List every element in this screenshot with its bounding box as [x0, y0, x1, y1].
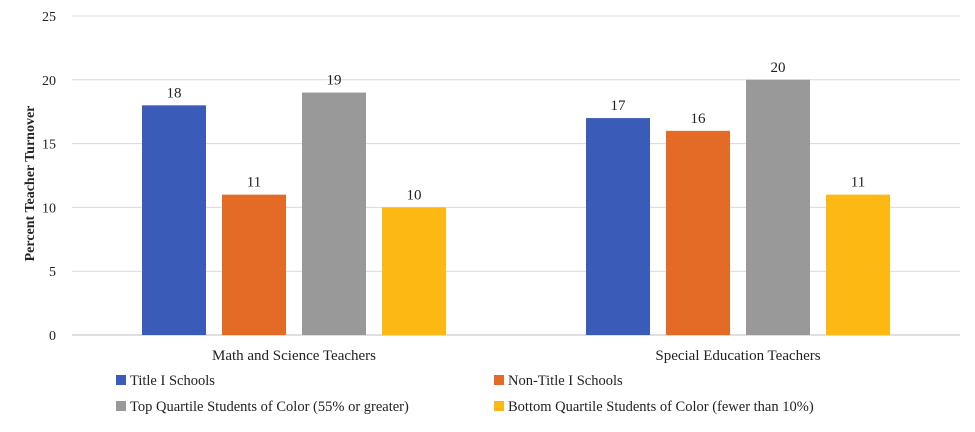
data-label: 11 [247, 175, 261, 191]
legend: Title I Schools Non-Title I Schools Top Qu… [116, 373, 814, 415]
legend-item: Title I Schools [116, 373, 215, 389]
legend-label: Non-Title I Schools [508, 373, 623, 389]
bar-4-2 [826, 194, 890, 335]
bar-2-1 [222, 194, 286, 335]
data-label: 11 [851, 175, 865, 191]
bars [142, 79, 890, 335]
data-label: 19 [327, 73, 342, 89]
bar-3-2 [746, 79, 810, 335]
bar-1-2 [586, 118, 650, 335]
bar-1-1 [142, 105, 206, 335]
x-category-label: Math and Science Teachers [212, 348, 376, 364]
gridlines [72, 15, 960, 336]
legend-item: Bottom Quartile Students of Color (fewer… [494, 399, 814, 415]
x-category-label: Special Education Teachers [655, 348, 820, 364]
bar-3-1 [302, 92, 366, 335]
bar-4-1 [382, 207, 446, 335]
y-tick-label: 0 [49, 329, 56, 344]
y-tick-label: 15 [42, 138, 56, 153]
legend-swatch [494, 401, 504, 411]
data-labels: 18 11 19 10 17 16 20 11 [167, 60, 866, 204]
data-label: 17 [611, 98, 627, 114]
y-tick-label: 25 [42, 10, 56, 25]
bar-2-2 [666, 130, 730, 335]
y-axis-ticks: 0 5 10 15 20 25 [42, 10, 56, 344]
category-labels: Math and Science Teachers Special Educati… [212, 348, 821, 364]
y-axis-title: Percent Teacher Turnover [23, 106, 38, 262]
data-label: 18 [167, 85, 182, 101]
data-label: 10 [407, 187, 422, 203]
legend-label: Top Quartile Students of Color (55% or g… [130, 399, 409, 415]
legend-swatch [116, 375, 126, 385]
y-tick-label: 10 [42, 201, 56, 216]
data-label: 16 [691, 111, 707, 127]
legend-swatch [116, 401, 126, 411]
legend-item: Non-Title I Schools [494, 373, 623, 389]
legend-label: Title I Schools [130, 373, 215, 389]
y-tick-label: 20 [42, 74, 56, 89]
legend-swatch [494, 375, 504, 385]
y-tick-label: 5 [49, 265, 56, 280]
legend-item: Top Quartile Students of Color (55% or g… [116, 399, 409, 415]
legend-label: Bottom Quartile Students of Color (fewer… [508, 399, 814, 415]
data-label: 20 [771, 60, 786, 76]
